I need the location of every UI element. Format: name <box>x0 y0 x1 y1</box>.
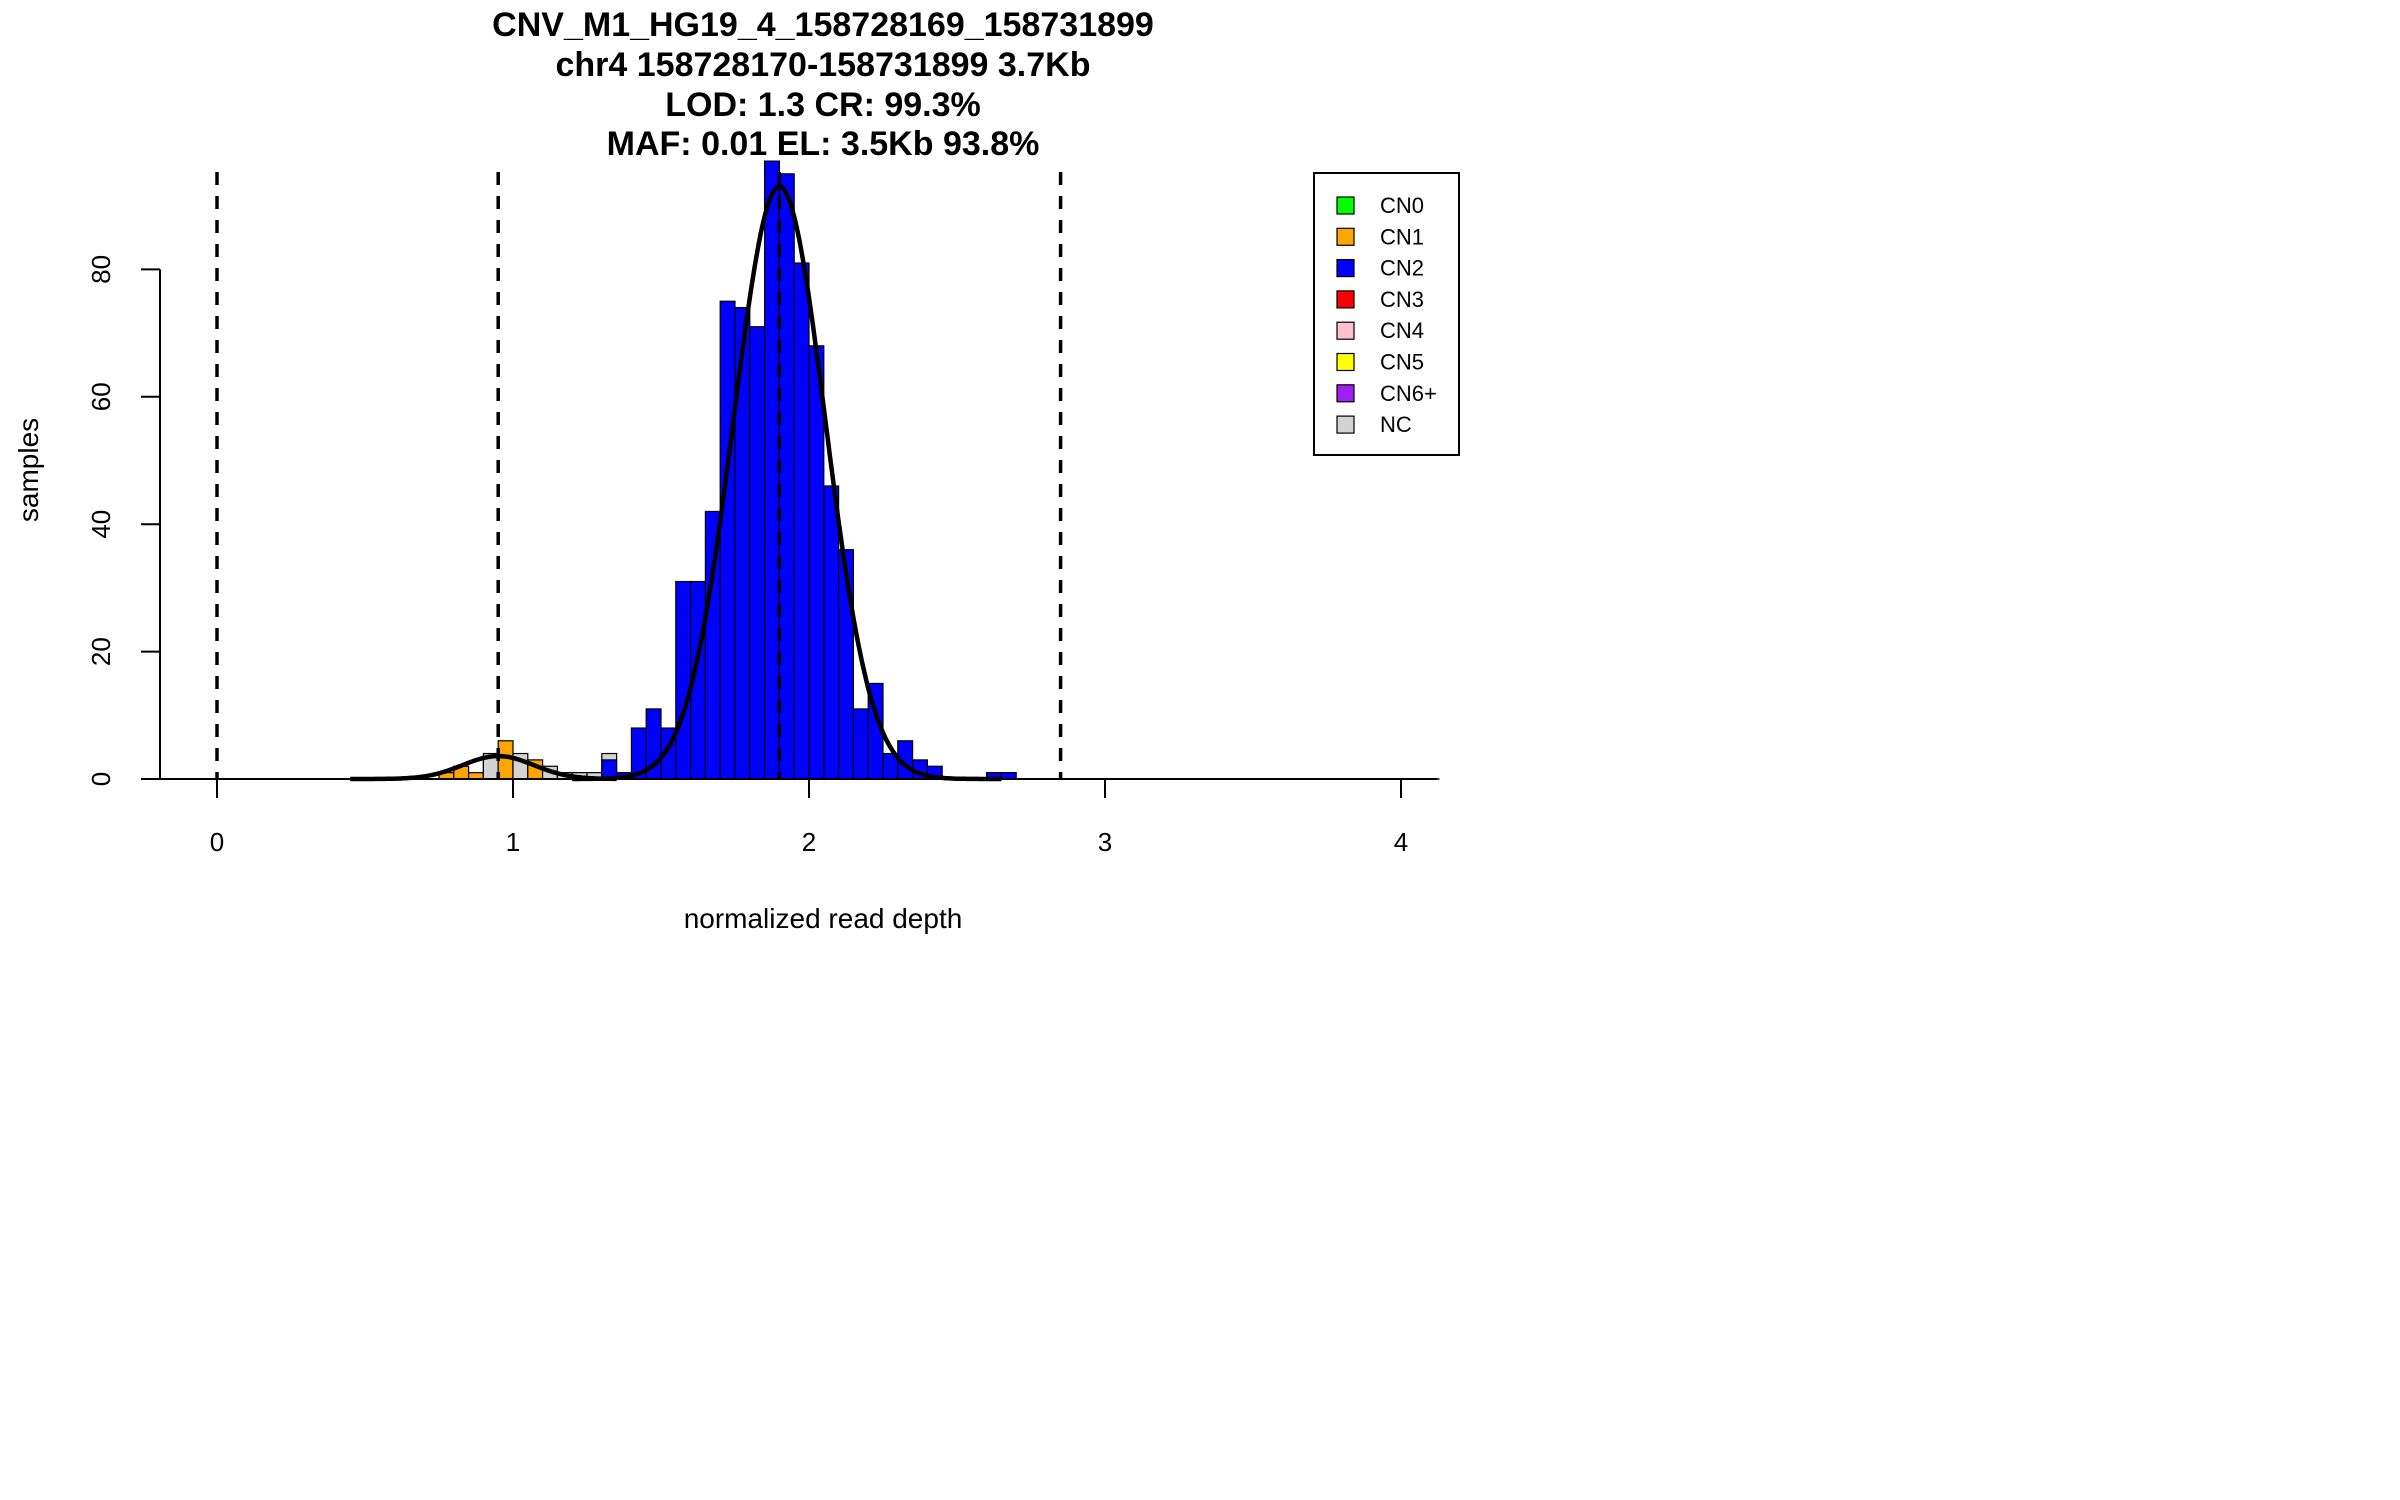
histogram-bars <box>157 160 1440 780</box>
bar-cn2-19 <box>675 580 692 780</box>
bar-cn2-24 <box>749 326 766 780</box>
legend-label-cn0: CN0 <box>1380 193 1424 218</box>
legend: CN0 CN1 CN2 CN3 CN4 CN5 CN6+ NC <box>1313 172 1460 456</box>
x-tick-label-1: 1 <box>506 827 520 857</box>
bar-cn2-26 <box>778 173 795 780</box>
y-tick-label-3: 60 <box>86 382 116 411</box>
x-tick-label-0: 0 <box>210 827 224 857</box>
bar-cn2-25 <box>763 160 780 780</box>
legend-label-cn5: CN5 <box>1380 350 1424 375</box>
title-line-3: LOD: 1.3 CR: 99.3% <box>665 86 981 124</box>
legend-swatch-cn1 <box>1336 227 1355 246</box>
y-tick-label-4: 80 <box>86 255 116 284</box>
x-tick-label-4: 4 <box>1394 827 1408 857</box>
bar-cn2-31 <box>852 708 869 780</box>
y-tick-label-1: 20 <box>86 637 116 666</box>
legend-swatch-cn3 <box>1336 290 1355 309</box>
legend-label-cn6plus: CN6+ <box>1380 381 1437 406</box>
x-axis-label: normalized read depth <box>684 903 963 934</box>
legend-swatch-cn0 <box>1336 196 1355 215</box>
title-line-1: CNV_M1_HG19_4_158728169_158731899 <box>492 6 1154 44</box>
legend-box <box>1313 172 1460 456</box>
bar-cn2-22 <box>719 300 736 780</box>
y-axis-label: samples <box>13 418 44 522</box>
y-tick-label-0: 0 <box>86 772 116 786</box>
legend-swatch-cn4 <box>1336 321 1355 340</box>
bar-cn1-5 <box>497 740 514 780</box>
legend-label-cn3: CN3 <box>1380 287 1424 312</box>
legend-label-nc: NC <box>1380 412 1412 437</box>
legend-label-cn1: CN1 <box>1380 224 1424 249</box>
legend-label-cn2: CN2 <box>1380 256 1424 281</box>
legend-label-cn4: CN4 <box>1380 318 1424 343</box>
title-line-4: MAF: 0.01 EL: 3.5Kb 93.8% <box>607 125 1040 163</box>
y-tick-label-2: 40 <box>86 510 116 539</box>
dashed-reference-lines <box>215 172 1063 779</box>
histogram-chart: CNV_M1_HG19_4_158728169_158731899 chr4 1… <box>13 6 1460 934</box>
fit-curve-cn2 <box>572 184 1002 782</box>
bar-cn2-27 <box>793 262 810 780</box>
chart-title: CNV_M1_HG19_4_158728169_158731899 chr4 1… <box>492 6 1154 163</box>
chart-stage: CNV_M1_HG19_4_158728169_158731899 chr4 1… <box>0 0 1545 965</box>
title-line-2: chr4 158728170-158731899 3.7Kb <box>556 46 1091 84</box>
bar-cn2-29 <box>823 485 840 780</box>
x-tick-label-2: 2 <box>802 827 816 857</box>
bar-cn2-28 <box>808 345 825 780</box>
legend-swatch-cn5 <box>1336 352 1355 372</box>
legend-swatch-nc <box>1336 415 1355 434</box>
x-tick-label-3: 3 <box>1098 827 1112 857</box>
legend-swatch-cn2 <box>1336 259 1355 278</box>
legend-swatch-cn6plus <box>1336 384 1355 403</box>
